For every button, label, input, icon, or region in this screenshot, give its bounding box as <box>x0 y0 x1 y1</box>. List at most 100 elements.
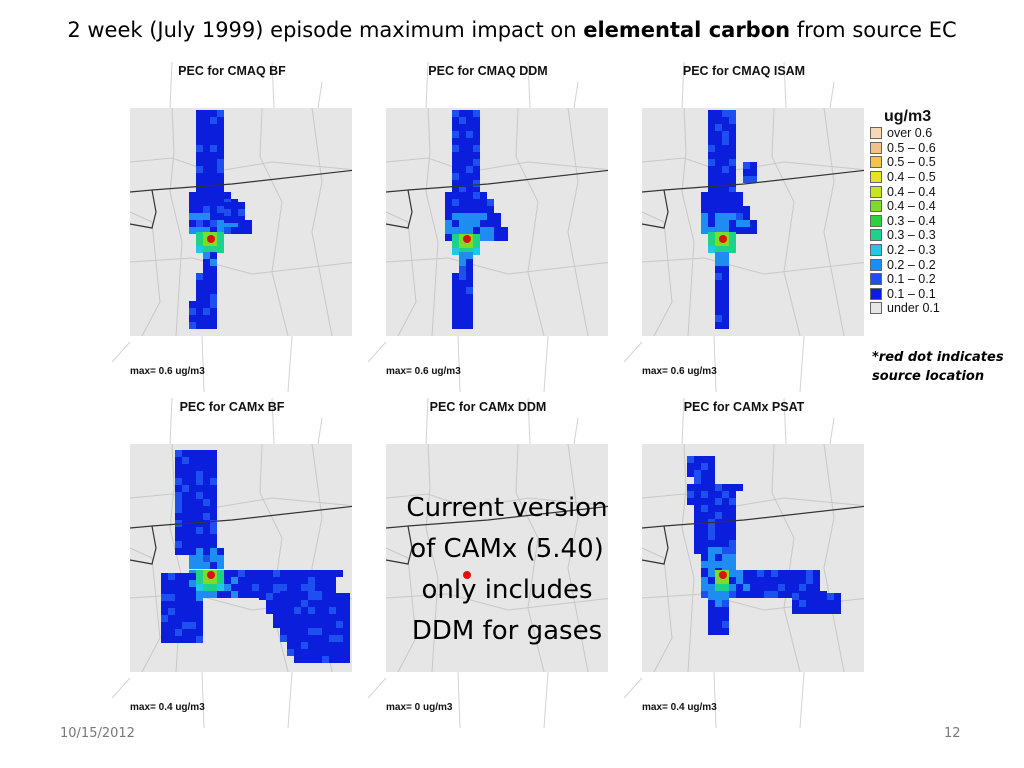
concentration-cell <box>196 213 203 220</box>
concentration-cell <box>722 600 729 607</box>
concentration-cell <box>343 642 350 649</box>
outer-border <box>169 62 323 109</box>
concentration-cell <box>175 594 182 601</box>
legend-item: 0.1 – 0.2 <box>870 272 1000 287</box>
concentration-cell <box>210 138 217 145</box>
concentration-cell <box>708 554 715 561</box>
concentration-cell <box>189 220 196 227</box>
concentration-cell <box>224 209 231 216</box>
concentration-cell <box>729 554 736 561</box>
concentration-cell <box>203 159 210 166</box>
concentration-cell <box>708 463 715 470</box>
legend-item: 0.5 – 0.6 <box>870 141 1000 156</box>
concentration-cell <box>708 498 715 505</box>
concentration-cell <box>182 601 189 608</box>
concentration-cell <box>459 213 466 220</box>
concentration-cell <box>729 152 736 159</box>
concentration-cell <box>203 301 210 308</box>
concentration-cell <box>687 456 694 463</box>
concentration-cell <box>701 584 708 591</box>
state-border <box>311 107 333 337</box>
concentration-cell <box>708 533 715 540</box>
concentration-cell <box>217 192 224 199</box>
concentration-cell <box>203 138 210 145</box>
concentration-cell <box>196 548 203 555</box>
concentration-cell <box>210 199 217 206</box>
state-border <box>641 547 673 673</box>
concentration-cell <box>473 159 480 166</box>
concentration-cell <box>743 176 750 183</box>
concentration-cell <box>322 635 329 642</box>
concentration-cell <box>694 456 701 463</box>
concentration-cell <box>315 593 322 600</box>
concentration-cell <box>799 607 806 614</box>
concentration-cell <box>715 533 722 540</box>
concentration-cell <box>487 227 494 234</box>
concentration-cell <box>764 584 771 591</box>
panel-title: PEC for CAMx DDM <box>429 400 547 414</box>
concentration-cell <box>259 570 266 577</box>
concentration-cell <box>715 607 722 614</box>
concentration-cell <box>694 470 701 477</box>
overlay-line-1: Current version <box>406 493 608 523</box>
concentration-cell <box>715 152 722 159</box>
concentration-cell <box>459 206 466 213</box>
concentration-cell <box>452 206 459 213</box>
concentration-cell <box>480 220 487 227</box>
concentration-cell <box>175 548 182 555</box>
concentration-cell <box>203 273 210 280</box>
concentration-cell <box>301 600 308 607</box>
concentration-cell <box>161 601 168 608</box>
concentration-cell <box>445 192 452 199</box>
concentration-cell <box>189 464 196 471</box>
concentration-cell <box>343 656 350 663</box>
concentration-cell <box>452 273 459 280</box>
overlay-line-4: DDM for gases <box>411 616 603 646</box>
concentration-cell <box>729 484 736 491</box>
concentration-cell <box>466 227 473 234</box>
concentration-cell <box>231 220 238 227</box>
concentration-cell <box>820 600 827 607</box>
state-border <box>515 443 545 673</box>
concentration-cell <box>708 227 715 234</box>
concentration-cell <box>722 519 729 526</box>
concentration-cell <box>473 152 480 159</box>
concentration-cell <box>196 173 203 180</box>
concentration-cell <box>196 227 203 234</box>
concentration-cell <box>715 322 722 329</box>
region-boundary <box>151 505 352 527</box>
concentration-cell <box>708 180 715 187</box>
concentration-cell <box>729 192 736 199</box>
state-border <box>771 107 801 337</box>
concentration-cell <box>708 628 715 635</box>
coastline-boundary <box>129 189 157 229</box>
concentration-cell <box>715 252 722 259</box>
concentration-cell <box>294 593 301 600</box>
concentration-cell <box>196 117 203 124</box>
concentration-cell <box>701 505 708 512</box>
concentration-cell <box>196 541 203 548</box>
concentration-cell <box>203 239 210 246</box>
outer-border <box>368 335 549 392</box>
concentration-cell <box>196 131 203 138</box>
concentration-cell <box>813 584 820 591</box>
concentration-cell <box>203 117 210 124</box>
concentration-cell <box>196 520 203 527</box>
concentration-cell <box>182 636 189 643</box>
concentration-cell <box>161 580 168 587</box>
concentration-cell <box>778 584 785 591</box>
concentration-cell <box>196 450 203 457</box>
concentration-cell <box>715 213 722 220</box>
concentration-cell <box>210 213 217 220</box>
concentration-cell <box>722 294 729 301</box>
concentration-cell <box>210 499 217 506</box>
concentration-cell <box>175 464 182 471</box>
concentration-cell <box>715 600 722 607</box>
concentration-cell <box>722 159 729 166</box>
concentration-cell <box>722 484 729 491</box>
concentration-cell <box>238 591 245 598</box>
concentration-cell <box>459 173 466 180</box>
concentration-cell <box>806 577 813 584</box>
coastline-boundary <box>641 189 669 229</box>
concentration-cell <box>715 145 722 152</box>
